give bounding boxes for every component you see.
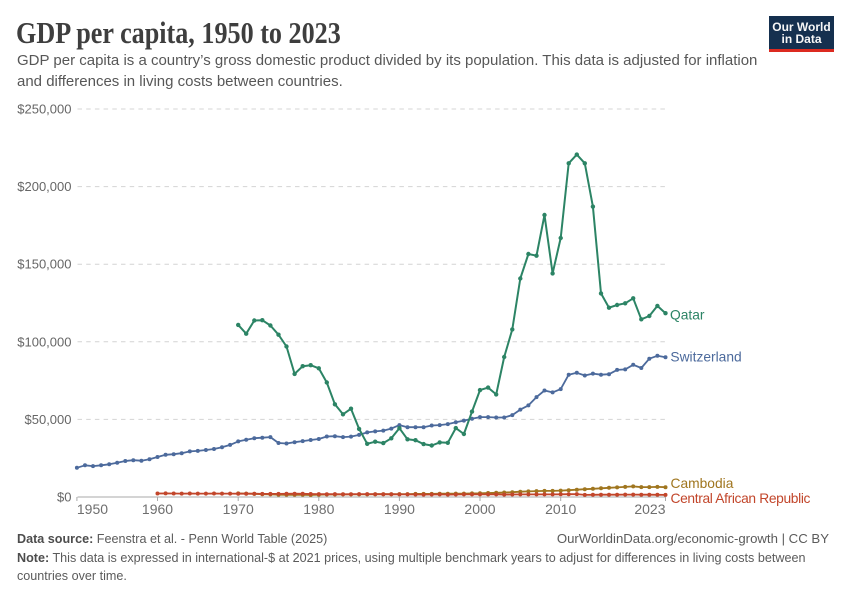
svg-text:Switzerland: Switzerland [670,350,741,365]
svg-text:$0: $0 [57,490,71,505]
svg-text:1990: 1990 [384,501,415,517]
svg-text:2023: 2023 [634,501,665,517]
svg-text:Central African Republic: Central African Republic [671,491,811,506]
svg-text:$250,000: $250,000 [17,102,71,117]
svg-text:1970: 1970 [223,501,254,517]
svg-text:2000: 2000 [464,501,495,517]
svg-text:$100,000: $100,000 [17,334,71,349]
svg-text:$50,000: $50,000 [25,412,72,427]
svg-text:2010: 2010 [545,501,576,517]
svg-text:Qatar: Qatar [670,308,705,323]
svg-text:Cambodia: Cambodia [671,476,734,491]
svg-text:$200,000: $200,000 [17,179,71,194]
svg-text:1960: 1960 [142,501,173,517]
svg-text:1950: 1950 [77,501,108,517]
svg-text:1980: 1980 [303,501,334,517]
svg-text:$150,000: $150,000 [17,257,71,272]
